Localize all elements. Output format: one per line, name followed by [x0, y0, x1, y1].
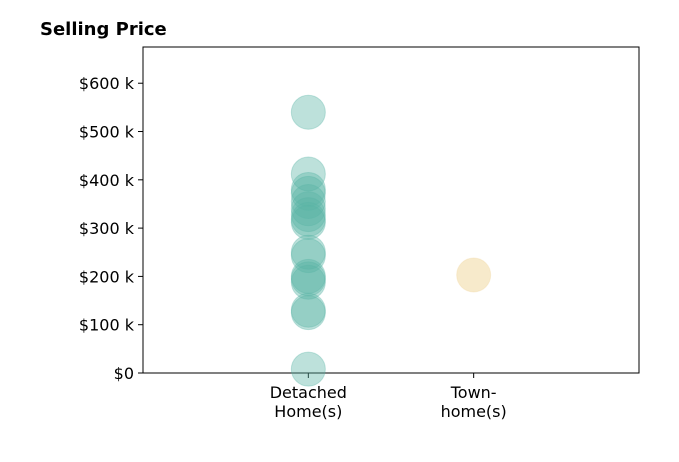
data-point: [290, 94, 326, 130]
data-point: [290, 184, 326, 220]
data-point: [290, 191, 326, 227]
plot-area: [142, 46, 640, 374]
data-point: [290, 238, 326, 274]
y-tick-label: $500 k: [79, 123, 135, 142]
data-point: [290, 201, 326, 237]
data-point: [290, 204, 326, 240]
data-point: [290, 292, 326, 328]
data-point: [290, 261, 326, 297]
x-category-label: Detached: [270, 383, 347, 402]
data-point: [290, 258, 326, 294]
y-tick-label: $600 k: [79, 74, 135, 93]
x-category-label: home(s): [441, 402, 507, 421]
chart-title: Selling Price: [40, 19, 167, 40]
y-tick-label: $0: [114, 364, 134, 383]
y-tick-label: $100 k: [79, 316, 135, 335]
data-point: [456, 257, 492, 293]
data-point: [290, 351, 326, 387]
data-point: [290, 295, 326, 331]
data-point: [290, 171, 326, 207]
x-category-label: Home(s): [274, 402, 342, 421]
y-tick-label: $300 k: [79, 219, 135, 238]
y-tick-label: $200 k: [79, 267, 135, 286]
data-points: [290, 94, 492, 387]
data-point: [290, 175, 326, 211]
data-point: [290, 234, 326, 270]
y-axis: $0 $100 k $200 k $300 k $400 k $500 k $600 k: [79, 74, 143, 383]
data-point: [290, 156, 326, 192]
y-tick-label: $400 k: [79, 171, 135, 190]
x-category-label: Town-: [450, 383, 497, 402]
data-point: [290, 264, 326, 300]
data-point: [290, 197, 326, 233]
